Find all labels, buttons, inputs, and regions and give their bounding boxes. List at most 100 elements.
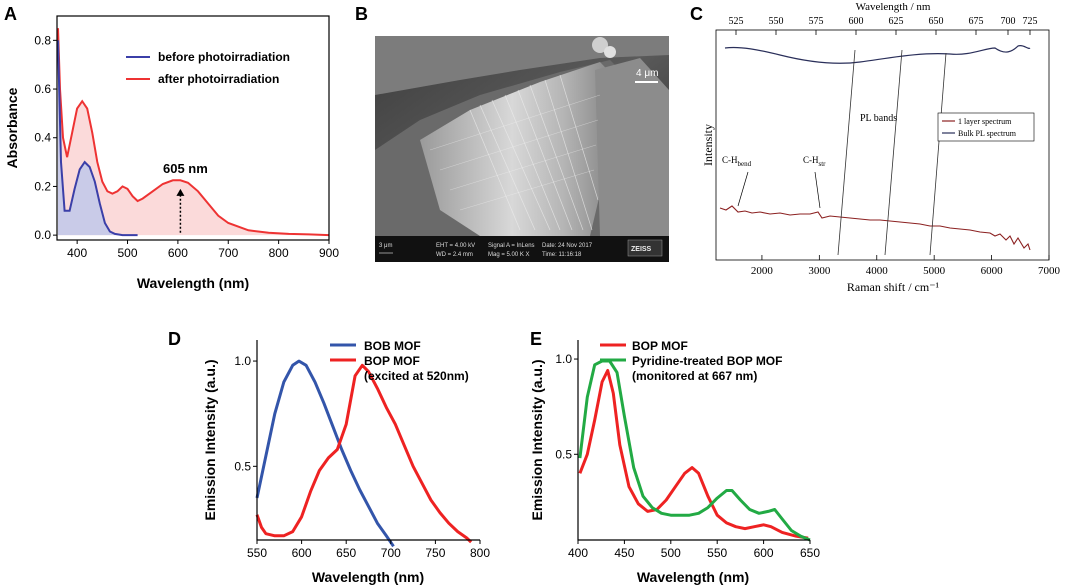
pl-bands-label: PL bands: [860, 113, 897, 124]
annotation-605nm: 605 nm: [163, 161, 208, 176]
panel-a-xtick-label-0: 400: [67, 246, 87, 260]
pl-band-line-1: [837, 49, 856, 256]
panel-d-xtick-label-3: 700: [381, 546, 401, 560]
series-line-after: [57, 28, 330, 237]
panel-d-ylabel: Emission Intensity (a.u.): [202, 359, 218, 520]
panel-e-ytick-label-0: 0.5: [555, 447, 572, 461]
panel-c-top-tick-label-2: 575: [809, 16, 824, 27]
panel-e-ylabel: Emission Intensity (a.u.): [529, 359, 545, 520]
legend-before: before photoirradiation: [158, 50, 290, 64]
panel-d-ytick-label-1: 1.0: [234, 354, 251, 368]
sem-info-mag: Mag = 5.00 K X: [488, 252, 530, 258]
panel-e-series-bop: [578, 369, 809, 540]
sem-info-signal: Signal A = InLens: [488, 243, 535, 249]
legend-bop-mof: BOP MOF: [364, 354, 420, 368]
panel-d-xtick-label-0: 550: [247, 546, 267, 560]
legend-after: after photoirradiation: [158, 72, 279, 86]
panel-c-xtick-label-0: 2000: [751, 265, 774, 277]
panel-d-series-bop: [255, 363, 473, 544]
panel-d-series-bob: [255, 359, 395, 548]
panel-d-ytick-label-0: 0.5: [234, 459, 251, 473]
panel-label-c: C: [690, 4, 703, 24]
panel-c-top-tick-label-1: 550: [769, 16, 784, 27]
legend-bop-note: (excited at 520nm): [364, 369, 469, 383]
panel-c-top-tick-label-8: 725: [1023, 16, 1038, 27]
panel-e-ytick-label-1: 1.0: [555, 352, 572, 366]
sem-info-time: Time: 11:16:18: [542, 252, 582, 258]
panel-d-chart: 550 600 650 700 750 800 0.5 1.0 Wavelength (nm)…: [202, 339, 490, 585]
panel-label-d: D: [168, 329, 181, 349]
sem-info-bar: [375, 236, 669, 262]
pl-band-line-2: [884, 49, 903, 256]
panel-d-xtick-label-4: 750: [425, 546, 445, 560]
panel-d-xtick-label-5: 800: [470, 546, 490, 560]
panel-c-xlabel: Raman shift / cm⁻¹: [847, 280, 940, 294]
panel-c-top-tick-label-3: 600: [849, 16, 864, 27]
legend-one-layer: 1 layer spectrum: [958, 117, 1012, 126]
panel-e-xtick-label-5: 650: [800, 546, 820, 560]
c-h-str-arrow: [814, 171, 821, 209]
legend-bob-mof: BOB MOF: [364, 339, 421, 353]
panel-c-top-tick-label-7: 700: [1001, 16, 1016, 27]
panel-c-xtick-label-2: 4000: [866, 265, 889, 277]
annotation-arrowhead: [176, 188, 185, 196]
legend-e-note: (monitored at 667 nm): [632, 369, 757, 383]
panel-a-ytick-label-0: 0.0: [34, 228, 51, 242]
sem-zeiss-logo: ZEISS: [631, 246, 652, 253]
panel-c-top-tick-label-0: 525: [729, 16, 744, 27]
c-h-bend-arrow: [737, 171, 749, 207]
one-layer-spectrum-line: [719, 205, 1031, 251]
panel-label-b: B: [355, 4, 368, 24]
panel-e-xtick-label-2: 500: [661, 546, 681, 560]
sem-crystal: [420, 62, 625, 236]
panel-a-xtick-label-3: 700: [218, 246, 238, 260]
panel-a-ytick-label-2: 0.4: [34, 131, 51, 145]
panel-c-legend: [937, 112, 1035, 142]
panel-c-xtick-label-4: 6000: [981, 265, 1004, 277]
panel-a-axes-frame: [56, 15, 330, 241]
c-h-str-label: C-Hstr: [803, 155, 826, 168]
sem-scale-label: 4 μm: [636, 68, 658, 79]
panel-e-xtick-label-0: 400: [568, 546, 588, 560]
panel-e-xlabel: Wavelength (nm): [637, 569, 749, 585]
panel-d-xtick-label-2: 650: [336, 546, 356, 560]
panel-a-ytick-label-4: 0.8: [34, 33, 51, 47]
panel-c-top-tick-label-6: 675: [969, 16, 984, 27]
panel-c-top-tick-label-4: 625: [889, 16, 904, 27]
panel-b-sem-image: 4 μm 3 μm EHT = 4.00 kV WD = 2.4 mm Sign…: [375, 36, 669, 262]
legend-bulk-pl: Bulk PL spectrum: [958, 129, 1017, 138]
sem-info-date: Date: 24 Nov 2017: [542, 243, 593, 249]
panel-a-xtick-label-4: 800: [269, 246, 289, 260]
panel-c-ylabel: Intensity: [701, 124, 715, 166]
panel-e-xtick-label-1: 450: [614, 546, 634, 560]
panel-a-ytick-label-3: 0.6: [34, 82, 51, 96]
panel-a-xlabel: Wavelength (nm): [137, 275, 249, 291]
bulk-pl-spectrum-line: [724, 44, 1031, 64]
panel-d-xtick-label-1: 600: [292, 546, 312, 560]
series-fill-before: [58, 40, 138, 236]
panel-d-xlabel: Wavelength (nm): [312, 569, 424, 585]
pl-band-line-3: [929, 52, 947, 256]
legend-e-pyridine: Pyridine-treated BOP MOF: [632, 354, 782, 368]
panel-c-xtick-label-3: 5000: [923, 265, 946, 277]
legend-e-bop-mof: BOP MOF: [632, 339, 688, 353]
panel-c-top-tick-label-5: 650: [929, 16, 944, 27]
panel-c-chart: 2000 3000 4000 5000 6000 7000 525 550 575 600 625 6…: [701, 1, 1061, 294]
series-line-before: [57, 40, 138, 237]
panel-c-xtick-label-1: 3000: [808, 265, 831, 277]
panel-label-e: E: [530, 329, 542, 349]
panel-a-xtick-label-5: 900: [319, 246, 339, 260]
panel-label-a: A: [4, 4, 17, 24]
panel-e-series-pyridine: [578, 359, 811, 542]
panel-c-top-axis-label: Wavelength / nm: [856, 1, 931, 13]
panel-a-chart: 400 500 600 700 800 900 0.0 0.2 0.4 0.6 0.8 Wavele…: [4, 15, 339, 291]
sem-info-eht: EHT = 4.00 kV: [436, 243, 475, 249]
sem-info-scale: 3 μm: [379, 243, 392, 249]
panel-a-ytick-label-1: 0.2: [34, 179, 51, 193]
c-h-bend-label: C-Hbend: [722, 155, 752, 168]
panel-a-xtick-label-2: 600: [168, 246, 188, 260]
panel-a-ylabel: Absorbance: [4, 87, 20, 168]
panel-e-xtick-label-3: 550: [707, 546, 727, 560]
panel-e-chart: 400 450 500 550 600 650 0.5 1.0 Wavelength (nm)…: [529, 339, 820, 585]
